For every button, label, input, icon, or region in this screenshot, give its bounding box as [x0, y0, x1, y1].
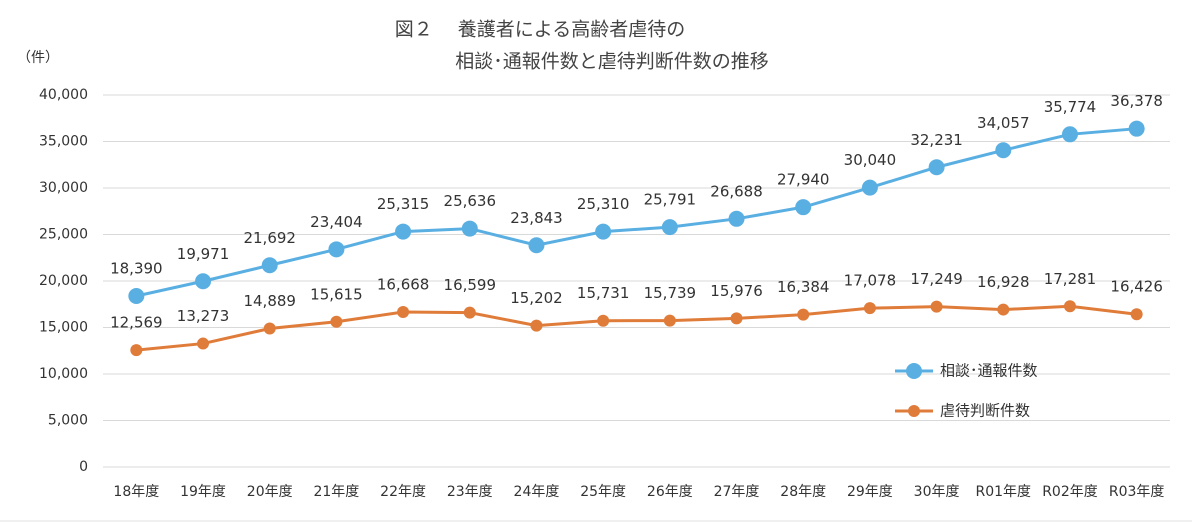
data-label: 17,281: [1044, 270, 1097, 288]
x-tick-label: R02年度: [1042, 484, 1098, 500]
legend-marker: [906, 363, 922, 379]
data-label: 25,315: [377, 195, 430, 213]
data-label: 25,791: [644, 191, 697, 209]
x-tick-label: 30年度: [914, 484, 960, 500]
data-point: [861, 179, 878, 196]
y-axis-label: （件）: [17, 50, 59, 66]
y-tick-label: 25,000: [39, 227, 88, 243]
data-point: [863, 302, 876, 315]
y-tick-label: 5,000: [48, 413, 88, 429]
chart-title: 図２ 養護者による高齢者虐待の: [395, 19, 685, 41]
data-label: 13,273: [177, 307, 230, 325]
data-label: 15,615: [310, 285, 363, 303]
data-label: 16,928: [977, 273, 1030, 291]
data-point: [128, 287, 145, 304]
data-point: [597, 314, 610, 327]
y-tick-label: 40,000: [39, 87, 88, 103]
data-point: [330, 315, 343, 328]
data-label: 16,668: [377, 275, 430, 293]
data-point: [195, 273, 212, 290]
y-tick-label: 20,000: [39, 273, 88, 289]
data-label: 35,774: [1044, 98, 1097, 116]
data-label: 16,384: [777, 278, 830, 296]
data-label: 15,202: [510, 289, 563, 307]
data-label: 27,940: [777, 171, 830, 189]
data-point: [461, 220, 478, 237]
x-tick-label: 19年度: [180, 484, 226, 500]
y-tick-label: 15,000: [39, 320, 88, 336]
data-point: [661, 219, 678, 236]
data-point: [197, 337, 210, 350]
data-label: 17,078: [844, 272, 897, 290]
data-label: 23,843: [510, 209, 563, 227]
x-tick-label: 23年度: [447, 484, 493, 500]
x-tick-label: 25年度: [580, 484, 626, 500]
data-label: 14,889: [243, 292, 296, 310]
data-point: [663, 314, 676, 327]
data-label: 21,692: [243, 229, 296, 247]
data-label: 18,390: [110, 259, 163, 277]
data-label: 15,976: [710, 282, 763, 300]
legend-label: 虐待判断件数: [940, 402, 1030, 420]
data-point: [463, 306, 476, 319]
y-tick-label: 0: [79, 459, 88, 475]
data-point: [397, 305, 410, 318]
data-point: [730, 312, 743, 325]
data-point: [263, 322, 276, 335]
x-tick-label: 29年度: [847, 484, 893, 500]
data-point: [1128, 120, 1145, 137]
data-label: 15,739: [644, 284, 697, 302]
data-label: 16,426: [1110, 278, 1163, 296]
data-point: [595, 223, 612, 240]
x-tick-label: 18年度: [113, 484, 159, 500]
x-tick-label: 24年度: [514, 484, 560, 500]
data-point: [728, 210, 745, 227]
data-point: [130, 344, 143, 357]
data-point: [995, 142, 1012, 159]
y-tick-label: 10,000: [39, 366, 88, 382]
x-tick-label: 22年度: [380, 484, 426, 500]
data-label: 15,731: [577, 284, 630, 302]
data-label: 26,688: [710, 182, 763, 200]
data-label: 36,378: [1110, 92, 1163, 110]
legend-label: 相談･通報件数: [940, 362, 1038, 380]
y-tick-label: 30,000: [39, 180, 88, 196]
data-label: 17,249: [910, 270, 963, 288]
data-label: 23,404: [310, 213, 363, 231]
x-tick-label: 27年度: [714, 484, 760, 500]
series-line: [136, 127, 1137, 298]
data-label: 30,040: [844, 151, 897, 169]
chart-title: 相談･通報件数と虐待判断件数の推移: [455, 51, 769, 73]
data-point: [261, 257, 278, 274]
data-point: [328, 241, 345, 258]
data-point: [395, 223, 412, 240]
data-point: [1061, 126, 1078, 143]
data-label: 16,599: [444, 276, 497, 294]
x-tick-label: 26年度: [647, 484, 693, 500]
data-label: 12,569: [110, 314, 163, 332]
data-label: 25,310: [577, 195, 630, 213]
data-point: [928, 159, 945, 176]
data-point: [997, 303, 1010, 316]
x-tick-label: 21年度: [313, 484, 359, 500]
y-tick-label: 35,000: [39, 134, 88, 150]
series-line: [136, 304, 1137, 352]
data-point: [930, 300, 943, 313]
x-tick-label: R01年度: [976, 484, 1032, 500]
data-label: 25,636: [444, 192, 497, 210]
legend-marker: [908, 405, 920, 417]
data-label: 34,057: [977, 114, 1030, 132]
data-point: [1063, 300, 1076, 313]
data-point: [795, 199, 812, 216]
data-label: 32,231: [910, 131, 963, 149]
x-tick-label: 20年度: [247, 484, 293, 500]
x-tick-label: R03年度: [1109, 484, 1165, 500]
data-point: [528, 237, 545, 254]
data-label: 19,971: [177, 245, 230, 263]
data-point: [797, 308, 810, 321]
x-tick-label: 28年度: [780, 484, 826, 500]
data-point: [1130, 308, 1143, 321]
data-point: [530, 319, 543, 332]
